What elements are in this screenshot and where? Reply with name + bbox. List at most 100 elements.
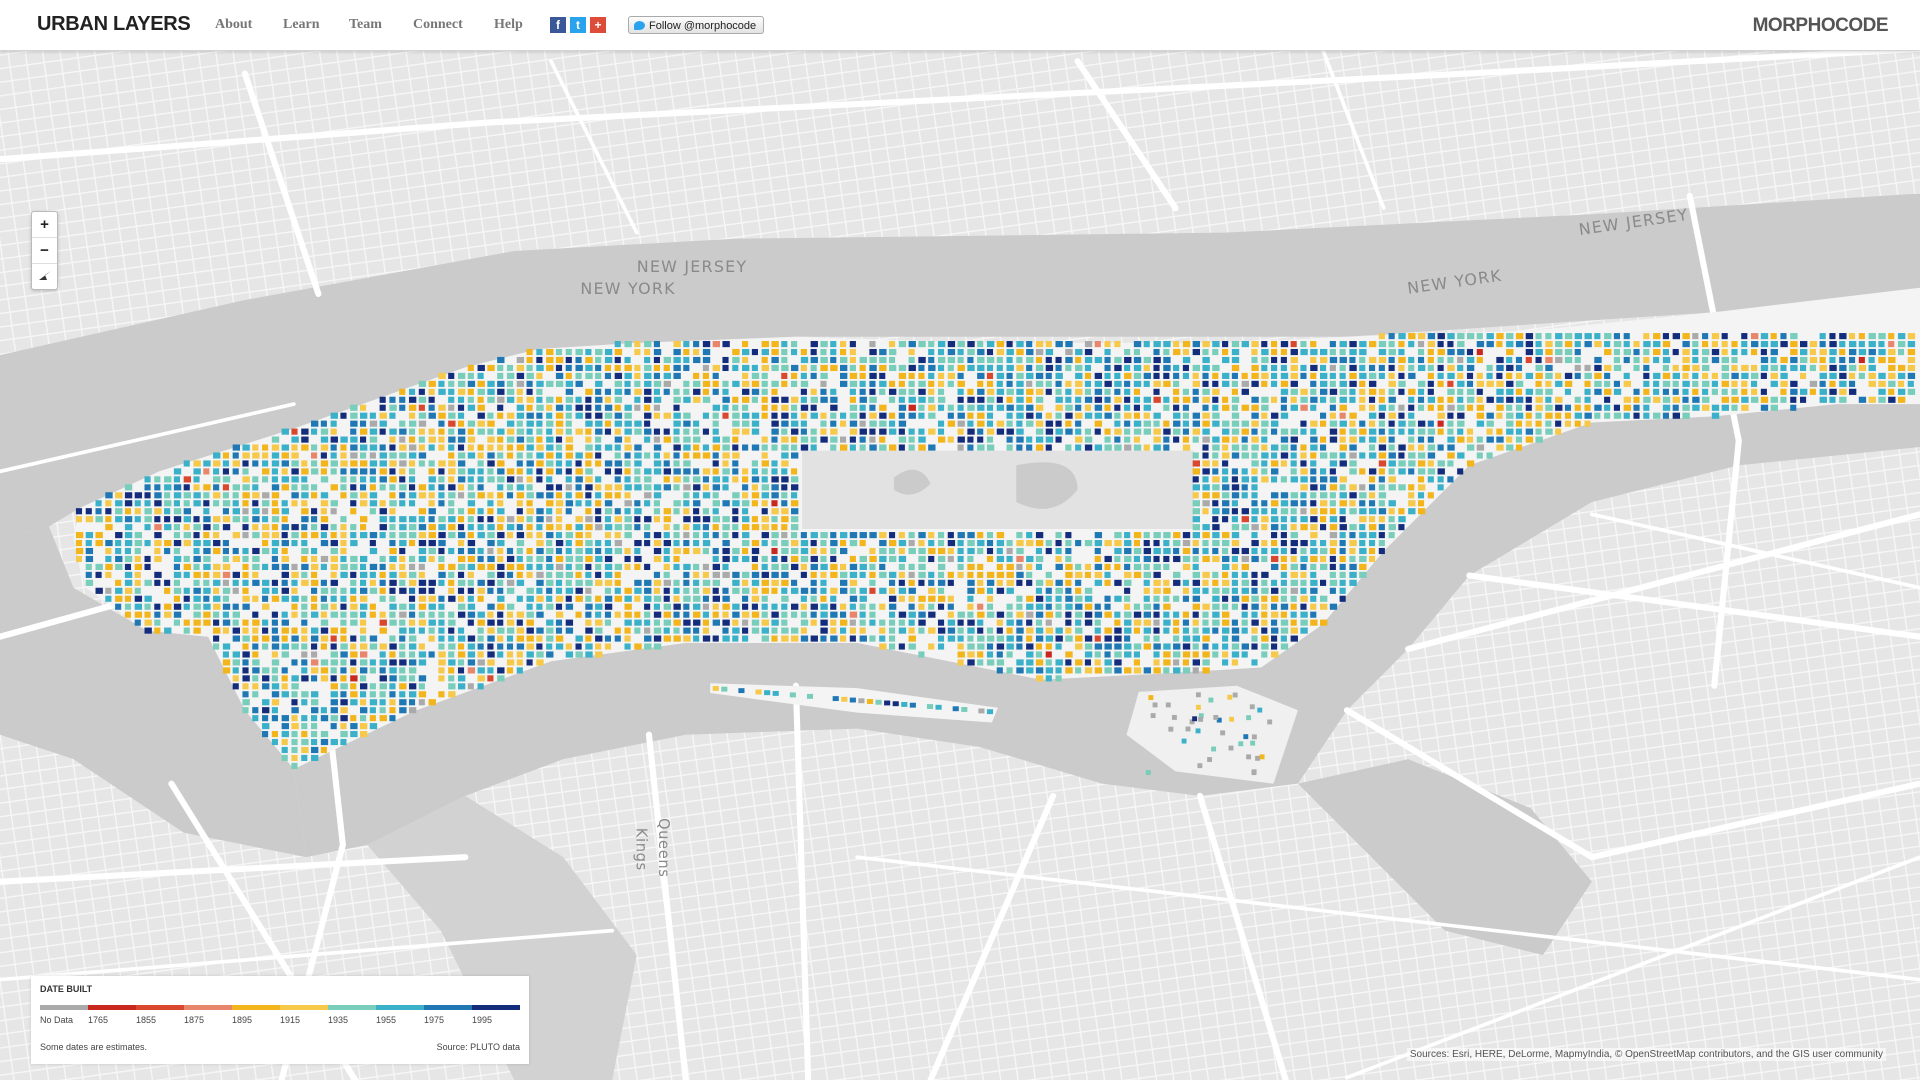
building [1368, 516, 1376, 523]
building [869, 396, 877, 403]
building [144, 508, 152, 515]
building [389, 571, 397, 578]
building [977, 643, 985, 650]
building [634, 508, 642, 515]
building [644, 412, 652, 419]
building [252, 619, 260, 626]
building [1329, 476, 1338, 483]
building [281, 683, 288, 690]
building [281, 452, 289, 459]
building [457, 611, 466, 618]
building [1476, 452, 1483, 459]
building [742, 603, 749, 610]
building [291, 707, 299, 714]
building [1222, 611, 1230, 618]
building [1408, 500, 1416, 507]
building [320, 563, 327, 570]
building [732, 516, 739, 523]
nav-link[interactable]: Learn [283, 17, 320, 32]
building [1035, 563, 1043, 570]
building [213, 611, 220, 618]
building [1153, 396, 1161, 403]
follow-button[interactable]: Follow @morphocode [628, 16, 764, 34]
building [1065, 651, 1073, 658]
building [879, 547, 887, 555]
building [497, 452, 504, 459]
building [1417, 428, 1426, 435]
building [898, 372, 907, 379]
building [193, 619, 201, 626]
building [755, 689, 762, 695]
building [457, 595, 465, 602]
building [1604, 348, 1612, 356]
building [1124, 436, 1131, 443]
building [546, 492, 554, 499]
building [536, 603, 543, 610]
building [1437, 372, 1444, 379]
building [644, 500, 651, 507]
facebook-icon[interactable]: f [550, 17, 566, 33]
building [1310, 492, 1317, 499]
building [1300, 555, 1308, 563]
building [1339, 563, 1346, 570]
building [1662, 404, 1671, 411]
zoom-in[interactable]: + [32, 212, 57, 238]
building [271, 444, 280, 451]
building [291, 603, 298, 610]
building [281, 500, 288, 507]
building [702, 428, 709, 435]
building [222, 595, 229, 602]
site-title[interactable]: URBAN LAYERS [37, 13, 191, 35]
building [791, 579, 798, 586]
building [1339, 388, 1347, 395]
building [360, 524, 367, 531]
building [595, 595, 602, 602]
building [1026, 651, 1034, 658]
building [1662, 364, 1669, 372]
building [595, 563, 602, 570]
building [232, 603, 239, 610]
building [1300, 460, 1307, 467]
building [1222, 659, 1229, 666]
brand-logo[interactable]: MORPHOCODE [1752, 15, 1889, 36]
google-plus-icon[interactable]: + [590, 17, 606, 33]
building [1153, 428, 1161, 435]
building [154, 500, 162, 507]
building [909, 702, 916, 708]
building [311, 699, 319, 706]
building [840, 341, 847, 348]
building [536, 412, 543, 419]
reset-north[interactable] [32, 264, 57, 289]
building [1153, 595, 1160, 602]
building [428, 635, 435, 642]
building [1084, 619, 1093, 626]
building [467, 524, 474, 531]
building [1124, 532, 1131, 539]
building [1476, 348, 1483, 356]
nav-link[interactable]: Help [494, 17, 523, 32]
building [585, 492, 592, 499]
twitter-icon[interactable]: t [570, 17, 586, 33]
building [986, 428, 995, 435]
building [1672, 396, 1680, 403]
building [810, 547, 817, 555]
building [1339, 404, 1347, 411]
building [1310, 404, 1317, 411]
building [291, 699, 298, 706]
building [565, 396, 574, 403]
building [1555, 372, 1562, 379]
building [967, 444, 974, 451]
zoom-out[interactable]: − [32, 238, 57, 264]
building [350, 404, 358, 411]
building [1888, 364, 1896, 372]
nav-link[interactable]: Connect [413, 17, 463, 32]
nav-link[interactable]: About [215, 17, 253, 32]
building [614, 492, 621, 499]
building [311, 460, 318, 467]
building [281, 508, 289, 515]
building [742, 348, 750, 356]
building [1261, 428, 1268, 435]
nav-link[interactable]: Team [349, 17, 382, 32]
building [222, 627, 229, 634]
